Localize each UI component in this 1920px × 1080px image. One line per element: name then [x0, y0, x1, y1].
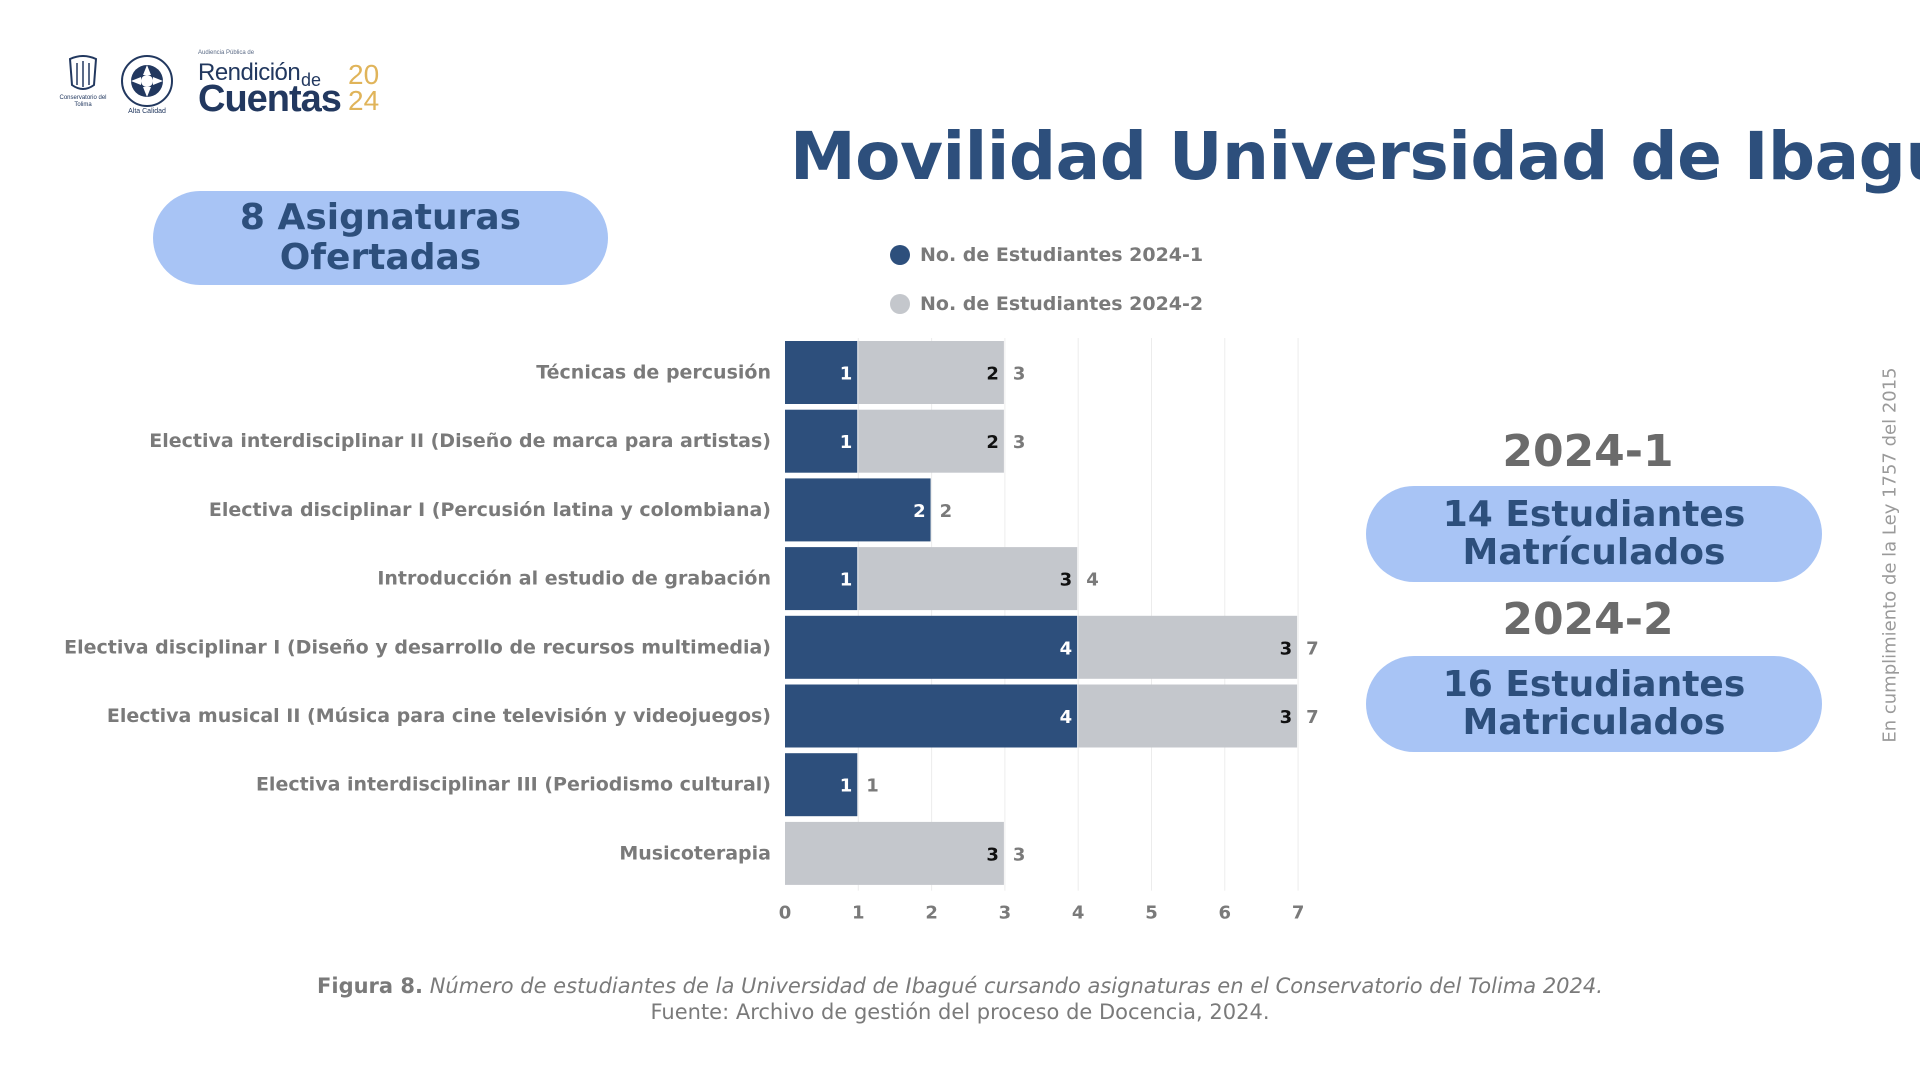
chart-legend: No. de Estudiantes 2024-1 No. de Estudia…	[890, 243, 1203, 341]
x-tick-label: 7	[1292, 903, 1305, 924]
total-label: 4	[1086, 570, 1099, 591]
data-label-series2: 3	[986, 844, 999, 865]
total-label: 7	[1306, 638, 1319, 659]
total-label: 7	[1306, 707, 1319, 728]
category-label: Electiva disciplinar I (Diseño y desarro…	[64, 636, 771, 658]
data-label-series1: 1	[840, 776, 853, 797]
figure-caption: Figura 8. Número de estudiantes de la Un…	[200, 973, 1720, 1025]
bar-segment-series1	[785, 341, 858, 404]
semester-1-line2: Matrículados	[1462, 532, 1726, 573]
x-tick-label: 5	[1145, 903, 1158, 924]
legend-marker-series1	[890, 245, 910, 265]
category-label: Musicoterapia	[619, 842, 771, 864]
brand-rendicion-text: Rendición	[198, 59, 301, 86]
total-label: 3	[1013, 432, 1026, 453]
bar-segment-series1	[785, 684, 1078, 748]
legal-side-note: En cumplimiento de la Ley 1757 del 2015	[1879, 367, 1901, 743]
subjects-pill-line1: 8 Asignaturas	[239, 197, 522, 238]
bar-segment-series2	[1078, 684, 1298, 748]
data-label-series1: 4	[1060, 638, 1073, 659]
legend-item-series1: No. de Estudiantes 2024-1	[890, 243, 1203, 267]
data-label-series1: 1	[840, 432, 853, 453]
data-label-series2: 2	[986, 364, 999, 385]
bar-segment-series2	[1078, 615, 1298, 679]
brand-de-text: de	[301, 70, 322, 90]
figure-text: Número de estudiantes de la Universidad …	[429, 974, 1603, 998]
semester-label-2024-2: 2024-2	[1502, 594, 1674, 645]
bar-segment-series1	[785, 615, 1078, 679]
legend-label-series2: No. de Estudiantes 2024-2	[920, 293, 1204, 315]
data-label-series1: 4	[1060, 707, 1073, 728]
semester-2-students-pill: 16 Estudiantes Matriculados	[1366, 656, 1822, 752]
bar-segment-series1	[785, 547, 858, 611]
bar-segment-series2	[858, 547, 1078, 611]
x-tick-label: 0	[779, 903, 792, 924]
semester-1-students-pill: 14 Estudiantes Matrículados	[1366, 486, 1822, 582]
semester-2-line2: Matriculados	[1462, 702, 1726, 743]
bar-segment-series2	[785, 821, 1004, 885]
bar-segment-series1	[785, 409, 858, 473]
category-label: Electiva interdisciplinar III (Periodism…	[256, 774, 771, 796]
brand-year-top: 20	[348, 59, 380, 90]
total-label: 3	[1013, 844, 1026, 865]
x-tick-label: 6	[1219, 903, 1232, 924]
header-logos: Conservatorio del Tolima Alta Calidad Au…	[59, 50, 398, 120]
subjects-offered-pill: 8 Asignaturas Ofertadas	[153, 191, 608, 285]
x-tick-label: 2	[925, 903, 938, 924]
bar-segment-series1	[785, 753, 858, 817]
conservatorio-seal-logo: Conservatorio del Tolima	[59, 55, 107, 115]
legend-label-series1: No. de Estudiantes 2024-1	[920, 244, 1204, 266]
data-label-series1: 2	[913, 501, 926, 522]
data-label-series2: 2	[986, 432, 999, 453]
category-label: Electiva musical II (Música para cine te…	[107, 705, 771, 727]
data-label-series1: 1	[840, 364, 853, 385]
category-label: Electiva interdisciplinar II (Diseño de …	[149, 430, 771, 452]
data-label-series2: 3	[1060, 570, 1073, 591]
semester-2-line1: 16 Estudiantes	[1442, 664, 1746, 705]
bar-segment-series1	[785, 478, 931, 542]
total-label: 1	[866, 776, 879, 797]
data-label-series2: 3	[1280, 638, 1293, 659]
bar-segment-series2	[858, 409, 1004, 473]
data-label-series2: 3	[1280, 707, 1293, 728]
brand-year: 20 24	[348, 59, 396, 116]
semester-label-2024-1: 2024-1	[1502, 426, 1674, 477]
figure-label: Figura 8.	[317, 974, 423, 998]
brand-year-bottom: 24	[348, 85, 380, 116]
brand-small-text: Audiencia Pública de	[198, 50, 255, 56]
total-label: 2	[940, 501, 953, 522]
x-tick-label: 1	[852, 903, 865, 924]
rendicion-cuentas-logo: Audiencia Pública de Rendición de Cuenta…	[198, 50, 398, 120]
category-label: Electiva disciplinar I (Percusión latina…	[209, 499, 771, 521]
x-tick-label: 4	[1072, 903, 1085, 924]
data-label-series1: 1	[840, 570, 853, 591]
semester-1-line1: 14 Estudiantes	[1442, 494, 1746, 535]
bar-segment-series2	[858, 341, 1004, 404]
page-title: Movilidad Universidad de Ibagué	[790, 118, 1920, 195]
legend-item-series2: No. de Estudiantes 2024-2	[890, 292, 1203, 316]
brand-cuentas-text: Cuentas	[198, 78, 342, 120]
alta-calidad-seal-logo: Alta Calidad	[120, 54, 174, 116]
category-label: Introducción al estudio de grabación	[377, 568, 771, 590]
subjects-pill-line2: Ofertadas	[279, 237, 482, 278]
seal1-text: Conservatorio del Tolima	[59, 95, 107, 108]
figure-source: Fuente: Archivo de gestión del proceso d…	[650, 1000, 1270, 1024]
x-tick-label: 3	[999, 903, 1012, 924]
category-label: Técnicas de percusión	[536, 362, 771, 384]
total-label: 3	[1013, 364, 1026, 385]
seal2-text: Alta Calidad	[128, 108, 166, 115]
legend-marker-series2	[890, 294, 910, 314]
